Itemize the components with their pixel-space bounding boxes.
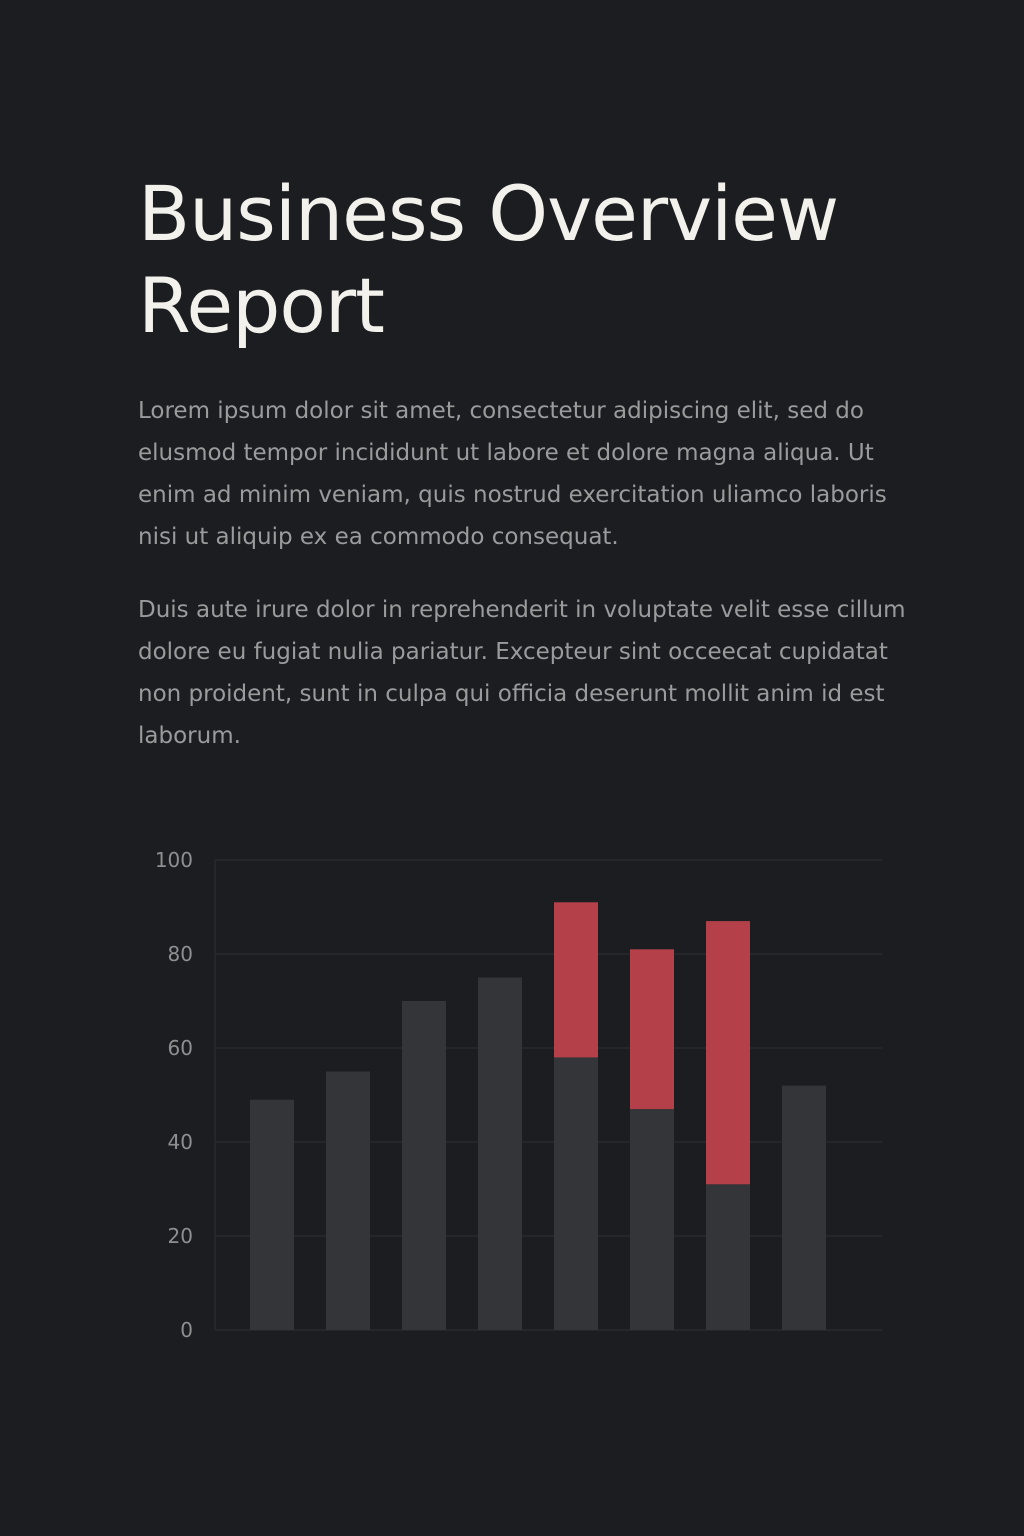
bar-base-3 [402, 1001, 446, 1330]
intro-paragraph: Lorem ipsum dolor sit amet, consectetur … [138, 398, 887, 550]
y-tick-label: 40 [168, 1130, 193, 1154]
bar-base-4 [478, 977, 522, 1330]
bar-highlight-7 [706, 921, 750, 1185]
y-tick-label: 0 [180, 1318, 193, 1342]
bar-base-1 [250, 1099, 294, 1330]
bar-base-5 [554, 1057, 598, 1330]
bar-highlight-6 [630, 949, 674, 1110]
y-tick-label: 60 [168, 1036, 193, 1060]
bar-highlight-5 [554, 902, 598, 1058]
report-title: Business Overview Report [138, 169, 839, 350]
y-tick-label: 100 [155, 848, 193, 872]
bar-base-6 [630, 1109, 674, 1330]
y-tick-label: 20 [168, 1224, 193, 1248]
bar-base-2 [326, 1071, 370, 1330]
bar-base-7 [706, 1184, 750, 1330]
bar-chart: 0 20 40 60 80 100 [140, 840, 900, 1360]
body-paragraph: Duis aute irure dolor in reprehenderit i… [138, 597, 906, 749]
bar-base-8 [782, 1085, 826, 1330]
bar-chart-svg: 0 20 40 60 80 100 [155, 848, 882, 1342]
y-tick-label: 80 [168, 942, 193, 966]
